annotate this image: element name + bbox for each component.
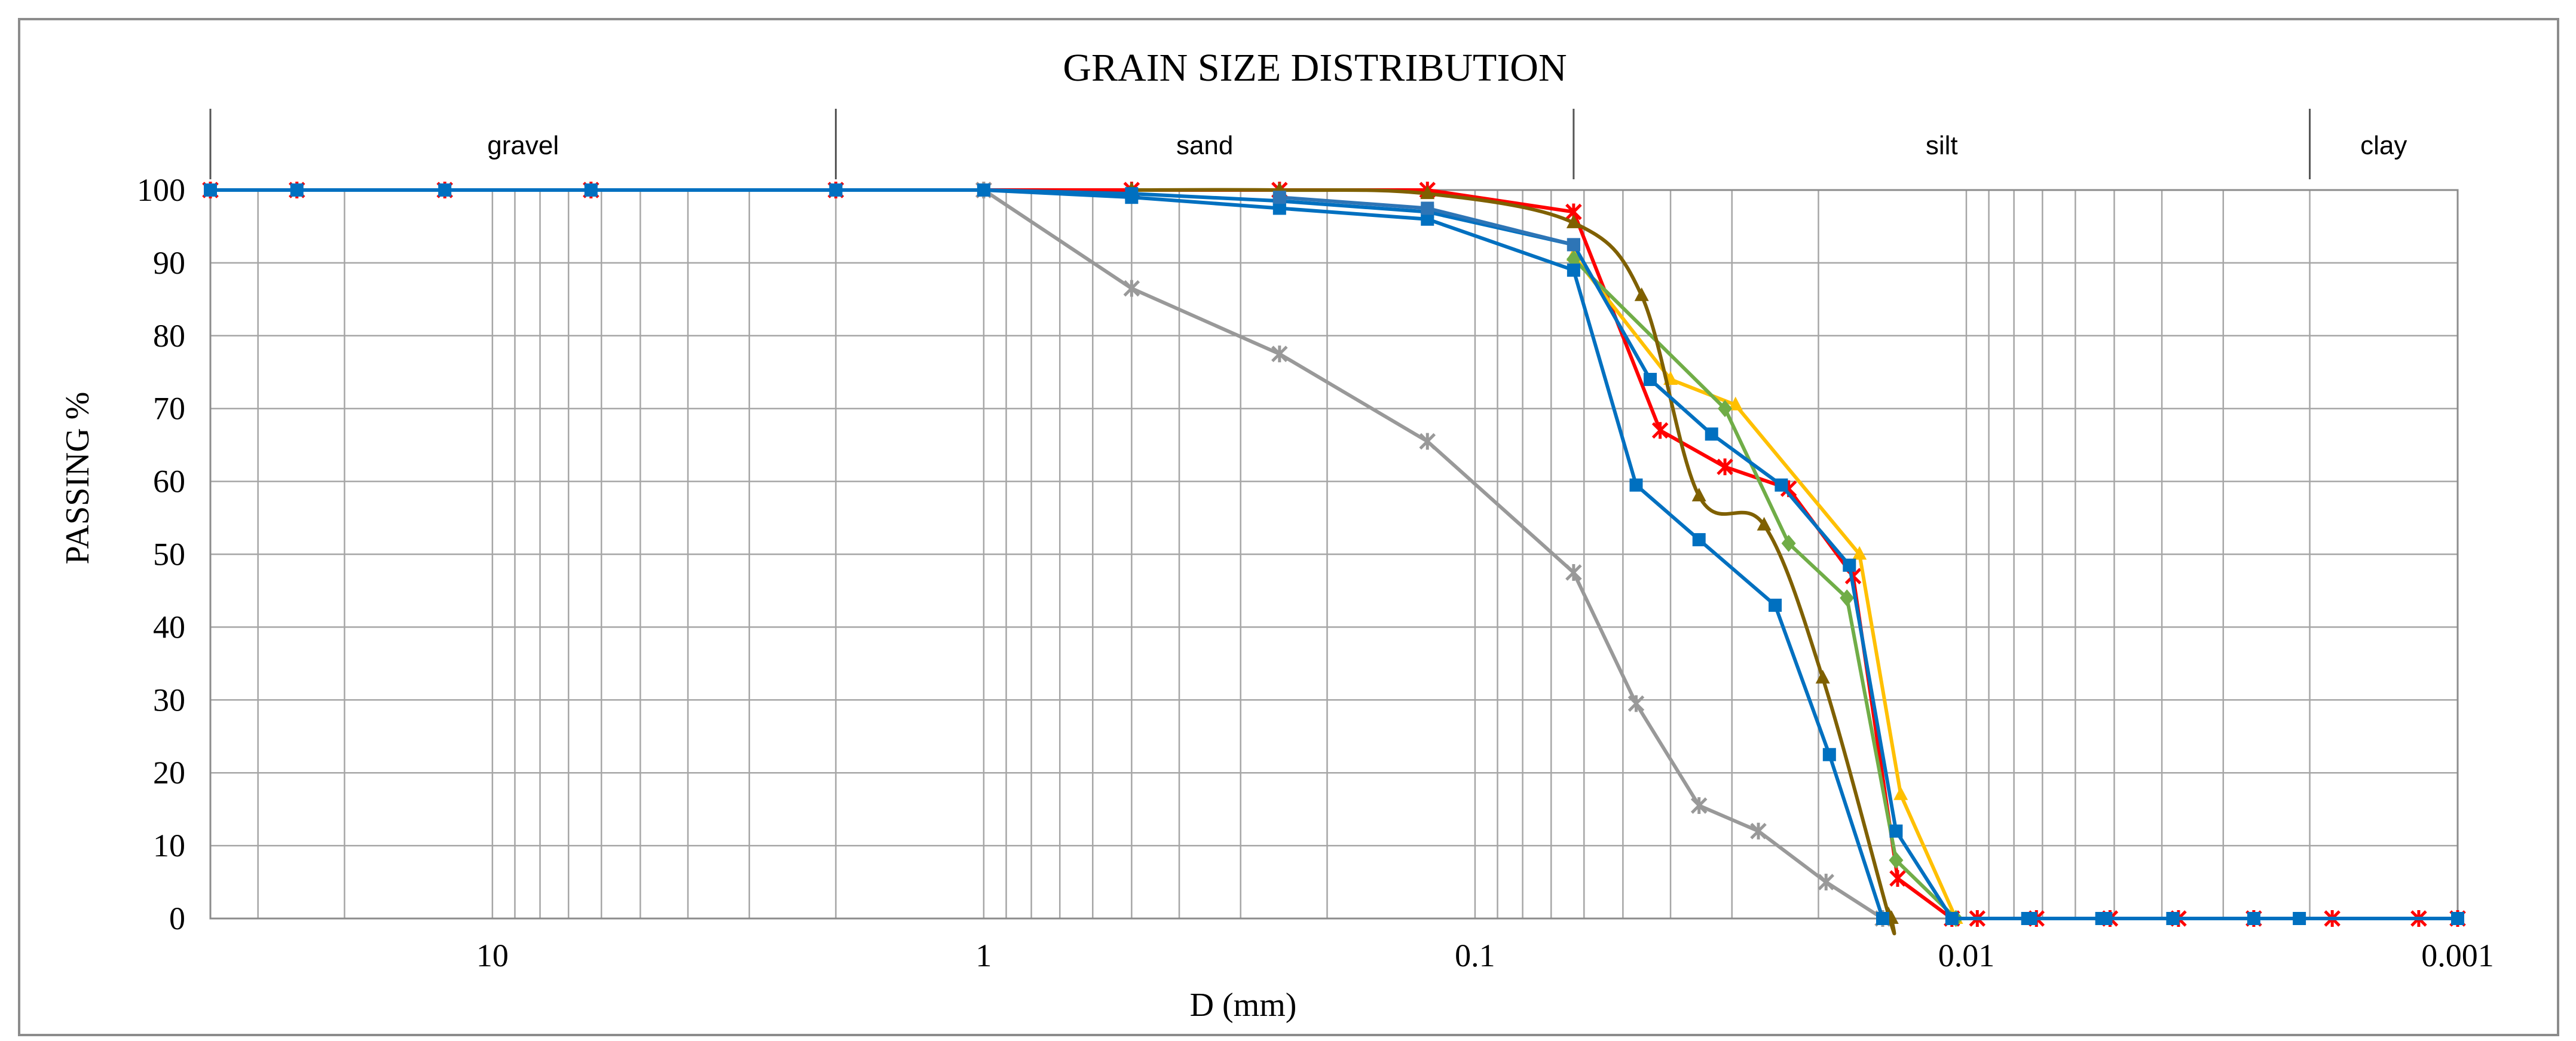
x-tick-label: 0.01 <box>1938 938 1995 973</box>
data-point-blue-2 <box>1822 748 1836 761</box>
data-point-blue-2 <box>977 183 990 197</box>
x-tick-label: 0.1 <box>1455 938 1495 973</box>
data-point-gray <box>1565 564 1582 581</box>
data-point-yellow <box>1893 786 1908 800</box>
zone-label-sand: sand <box>1176 131 1233 160</box>
data-point-green <box>1840 589 1855 607</box>
series-line-gray <box>983 188 1884 920</box>
data-point-olive <box>1634 287 1649 301</box>
y-tick-label: 30 <box>153 682 185 718</box>
data-point-blue-2 <box>1876 912 1890 925</box>
data-point-blue-2 <box>1272 201 1286 215</box>
data-point-blue <box>1945 912 1959 925</box>
y-tick-label: 10 <box>153 828 185 864</box>
data-point-blue <box>2099 912 2113 925</box>
data-point-blue <box>290 183 304 197</box>
data-point-teal <box>1567 238 1580 252</box>
series-line-olive <box>1131 188 1896 936</box>
data-point-olive <box>1691 488 1706 501</box>
data-point-blue <box>584 183 598 197</box>
data-point-blue-2 <box>1421 212 1434 226</box>
data-point-blue-2 <box>1769 598 1782 612</box>
data-point-olive <box>1815 669 1830 684</box>
data-point-gray <box>1750 822 1767 840</box>
data-point-gray <box>1818 874 1834 891</box>
chart-border <box>18 18 2559 1036</box>
y-tick-label: 0 <box>169 901 185 936</box>
y-tick-label: 90 <box>153 245 185 281</box>
y-tick-label: 60 <box>153 464 185 500</box>
data-point-blue-2 <box>1567 264 1580 277</box>
x-axis-title: D (mm) <box>1190 987 1297 1024</box>
data-point-blue <box>2293 912 2306 925</box>
series-line-blue <box>210 188 2458 920</box>
x-tick-label: 1 <box>975 938 992 973</box>
chart-title: GRAIN SIZE DISTRIBUTION <box>1063 46 1567 90</box>
data-point-gray <box>1627 695 1645 712</box>
data-point-olive <box>1566 215 1581 228</box>
data-point-teal <box>1272 191 1286 204</box>
data-point-red <box>1889 869 1906 887</box>
data-point-olive <box>1420 185 1435 200</box>
y-tick-label: 20 <box>153 755 185 791</box>
data-point-gray <box>1419 433 1436 450</box>
data-point-blue <box>1843 558 1856 572</box>
data-point-blue <box>1644 372 1657 386</box>
data-point-red <box>1651 422 1669 439</box>
data-point-blue <box>204 183 217 197</box>
data-point-teal <box>1421 201 1434 215</box>
data-point-olive <box>1757 516 1772 531</box>
data-point-blue <box>2166 912 2180 925</box>
data-point-blue <box>2024 912 2037 925</box>
y-tick-label: 40 <box>153 609 185 645</box>
zone-layer: gravel sand silt clay <box>209 109 2407 179</box>
zone-label-silt: silt <box>1926 131 1958 160</box>
x-tick-label: 0.001 <box>2421 938 2494 973</box>
data-point-blue <box>1889 824 1903 838</box>
data-point-blue <box>1705 427 1718 441</box>
y-tick-label: 80 <box>153 318 185 354</box>
data-point-yellow <box>1852 546 1867 560</box>
series-line-yellow <box>1572 254 1958 920</box>
data-point-gray <box>1123 280 1140 297</box>
data-point-blue <box>2247 912 2260 925</box>
y-axis-title: PASSING % <box>59 392 96 565</box>
data-point-green <box>1781 534 1796 552</box>
y-tick-label: 50 <box>153 537 185 572</box>
grid-layer <box>209 189 2459 920</box>
series-line-green <box>1572 258 1957 920</box>
data-point-blue <box>1775 478 1788 492</box>
data-point-blue-2 <box>1629 478 1643 492</box>
data-point-green <box>1566 250 1581 268</box>
series-layer <box>202 182 2466 936</box>
data-point-blue <box>2451 912 2464 925</box>
y-tick-label: 70 <box>153 391 185 427</box>
x-tick-label: 10 <box>476 938 509 973</box>
data-point-blue-2 <box>829 183 843 197</box>
zone-label-clay: clay <box>2360 131 2407 160</box>
data-point-yellow <box>1728 396 1743 411</box>
data-point-blue-2 <box>1125 191 1139 204</box>
data-point-blue <box>438 183 452 197</box>
y-tick-label: 100 <box>137 172 185 208</box>
data-point-green <box>1889 852 1904 869</box>
data-point-green <box>1718 400 1733 418</box>
data-point-gray <box>1690 797 1708 815</box>
data-point-gray <box>1271 345 1288 363</box>
data-point-red <box>1717 458 1733 476</box>
data-point-blue-2 <box>1692 533 1706 547</box>
zone-label-gravel: gravel <box>487 131 559 160</box>
axis-layer: 0 10 20 30 40 50 60 70 80 90 100 10 1 0.1 0.01 0.001 <box>137 172 2494 973</box>
